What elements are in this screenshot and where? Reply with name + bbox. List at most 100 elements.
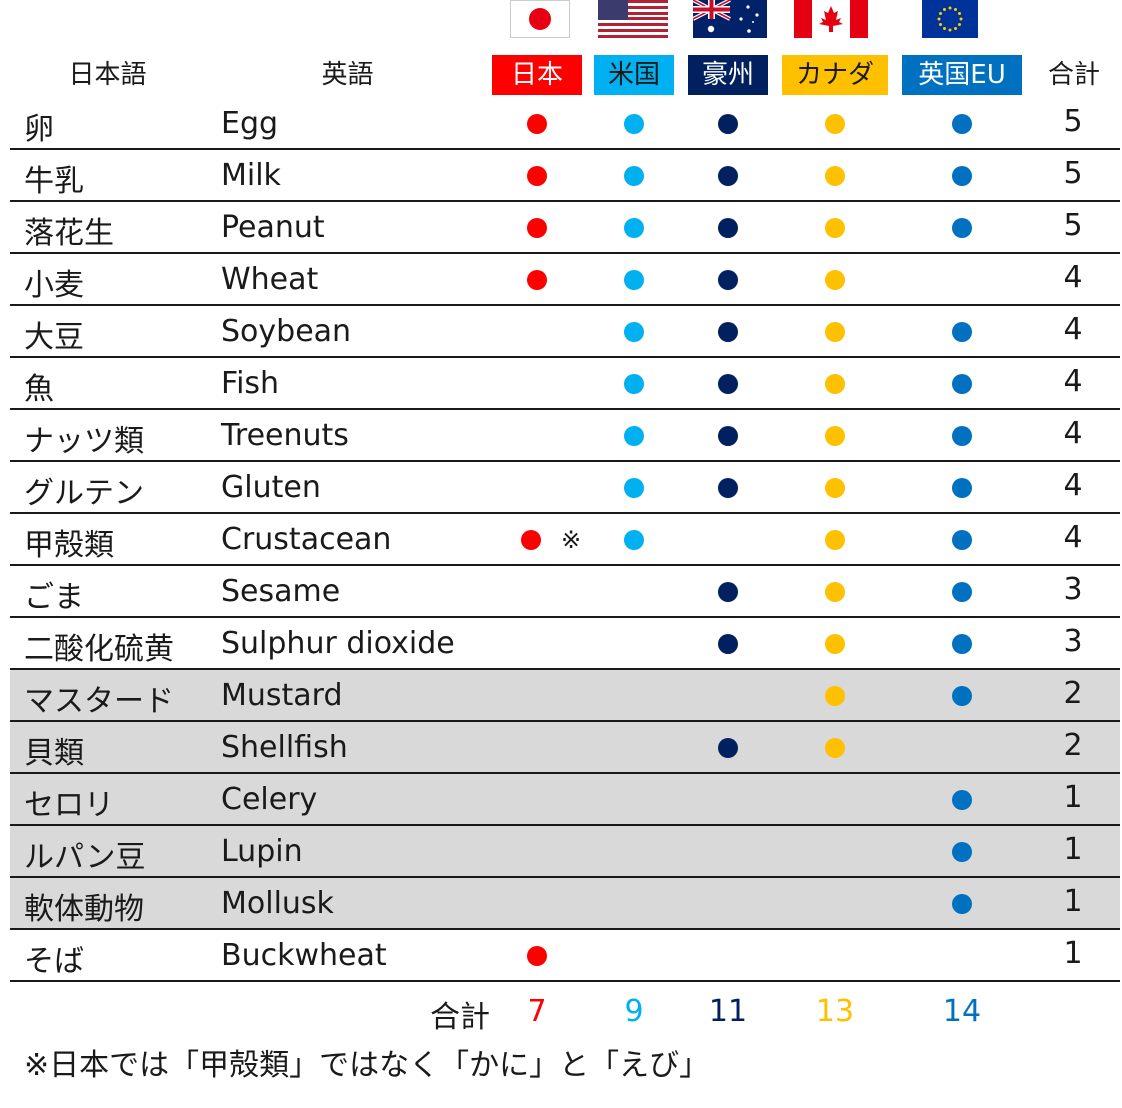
row-total: 3 — [1063, 572, 1083, 607]
dot-us — [624, 114, 644, 134]
dot-au — [718, 322, 738, 342]
dot-eu — [952, 686, 972, 706]
dot-eu — [952, 530, 972, 550]
header-country-eu: 英国EU — [902, 55, 1022, 95]
dot-ca — [825, 322, 845, 342]
table-row: グルテン Gluten 4 — [10, 462, 1120, 514]
row-english-name: Fish — [221, 366, 280, 401]
usa-flag-icon — [598, 0, 668, 38]
row-divider — [10, 200, 1120, 202]
row-total: 4 — [1063, 312, 1083, 347]
footer-total-us: 9 — [624, 994, 644, 1029]
row-total: 5 — [1063, 156, 1083, 191]
dot-au — [718, 374, 738, 394]
row-japanese-name: 軟体動物 — [24, 892, 144, 927]
row-english-name: Sesame — [221, 574, 341, 609]
dot-au — [718, 218, 738, 238]
dot-au — [718, 738, 738, 758]
row-japanese-name: ごま — [24, 580, 84, 615]
dot-au — [718, 582, 738, 602]
table-row: ナッツ類 Treenuts 4 — [10, 410, 1120, 462]
dot-ca — [825, 530, 845, 550]
row-divider — [10, 616, 1120, 618]
row-total: 4 — [1063, 416, 1083, 451]
dot-us — [624, 426, 644, 446]
row-english-name: Gluten — [221, 470, 321, 505]
note-mark: ※ — [560, 526, 582, 554]
table-row: ごま Sesame 3 — [10, 566, 1120, 618]
row-divider — [10, 720, 1120, 722]
footer-total-label: 合計 — [430, 1000, 490, 1035]
dot-jp — [527, 218, 547, 238]
dot-ca — [825, 218, 845, 238]
row-divider — [10, 460, 1120, 462]
dot-eu — [952, 166, 972, 186]
dot-us — [624, 166, 644, 186]
table-row: セロリ Celery 1 — [10, 774, 1120, 826]
row-total: 4 — [1063, 364, 1083, 399]
table-row: 小麦 Wheat 4 — [10, 254, 1120, 306]
row-divider — [10, 408, 1120, 410]
table-row: 二酸化硫黄 Sulphur dioxide 3 — [10, 618, 1120, 670]
dot-au — [718, 634, 738, 654]
row-japanese-name: セロリ — [24, 788, 114, 823]
row-divider — [10, 928, 1120, 930]
dot-ca — [825, 374, 845, 394]
header-country-ca: カナダ — [782, 55, 888, 95]
footer-total-au: 11 — [708, 994, 748, 1029]
japan-flag-icon — [510, 0, 570, 38]
row-japanese-name: ナッツ類 — [24, 424, 144, 459]
row-english-name: Celery — [221, 782, 318, 817]
row-english-name: Crustacean — [221, 522, 392, 557]
dot-jp — [520, 530, 541, 550]
dot-ca — [825, 426, 845, 446]
row-divider — [10, 564, 1120, 566]
row-japanese-name: 大豆 — [24, 320, 84, 355]
table-row: 大豆 Soybean 4 — [10, 306, 1120, 358]
dot-eu — [952, 426, 972, 446]
row-english-name: Egg — [221, 106, 279, 141]
row-total: 1 — [1063, 832, 1083, 867]
row-japanese-name: ルパン豆 — [24, 840, 146, 875]
dot-us — [624, 270, 644, 290]
table-row: ルパン豆 Lupin 1 — [10, 826, 1120, 878]
row-divider — [10, 304, 1120, 306]
row-english-name: Lupin — [221, 834, 303, 869]
row-total: 1 — [1063, 780, 1083, 815]
row-divider — [10, 824, 1120, 826]
footnote: ※日本では「甲殻類」ではなく「かに」と「えび」 — [24, 1048, 710, 1083]
dot-eu — [952, 894, 972, 914]
row-divider — [10, 252, 1120, 254]
dot-ca — [825, 686, 845, 706]
allergen-table: 卵 Egg 5 牛乳 Milk 5 落花生 Peanut 5 小麦 Wheat 4 大豆 Soybean 4… — [10, 98, 1120, 982]
dot-ca — [825, 114, 845, 134]
dot-us — [624, 530, 644, 550]
dot-au — [718, 270, 738, 290]
row-english-name: Treenuts — [221, 418, 349, 453]
dot-au — [718, 114, 738, 134]
row-japanese-name: 魚 — [24, 372, 54, 407]
header-country-au: 豪州 — [688, 55, 768, 95]
table-row: マスタード Mustard 2 — [10, 670, 1120, 722]
row-total: 3 — [1063, 624, 1083, 659]
table-row: 卵 Egg 5 — [10, 98, 1120, 150]
table-row: 落花生 Peanut 5 — [10, 202, 1120, 254]
footer-total-ca: 13 — [815, 994, 855, 1029]
row-divider — [10, 356, 1120, 358]
dot-ca — [825, 582, 845, 602]
row-total: 1 — [1063, 936, 1083, 971]
canada-flag-icon — [794, 0, 868, 38]
row-total: 4 — [1063, 468, 1083, 503]
dot-us — [624, 322, 644, 342]
dot-eu — [952, 582, 972, 602]
row-japanese-name: そば — [24, 944, 84, 979]
row-english-name: Milk — [221, 158, 281, 193]
dot-us — [624, 218, 644, 238]
row-total: 5 — [1063, 104, 1083, 139]
row-english-name: Wheat — [221, 262, 319, 297]
header-english: 英語 — [321, 60, 374, 90]
row-english-name: Peanut — [221, 210, 325, 245]
header-country-us: 米国 — [594, 55, 674, 95]
table-row: 牛乳 Milk 5 — [10, 150, 1120, 202]
table-row: 貝類 Shellfish 2 — [10, 722, 1120, 774]
